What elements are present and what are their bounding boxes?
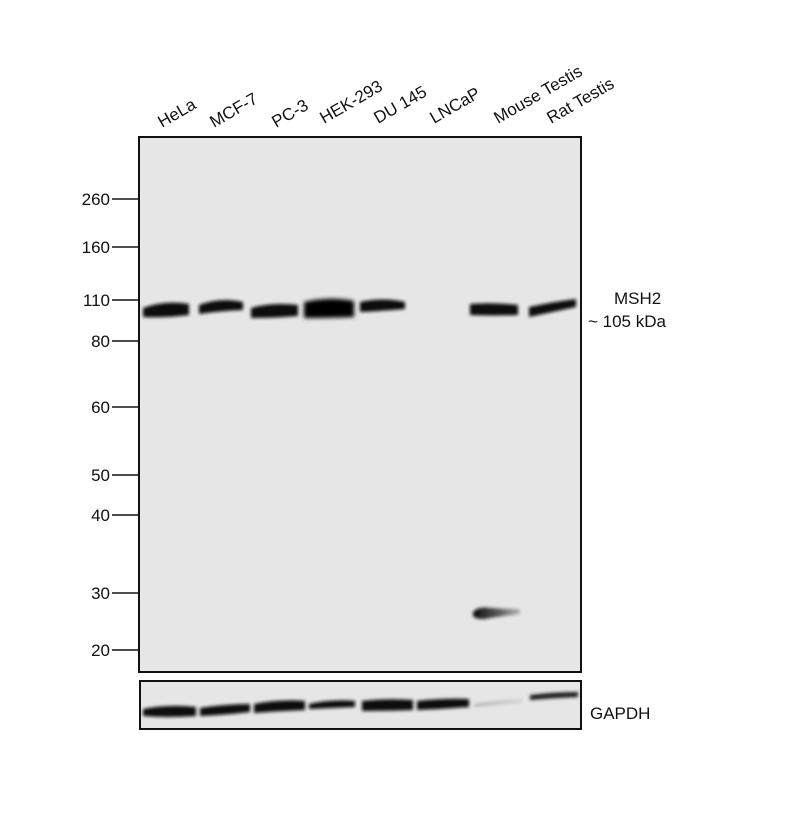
mw-label-260: 260 <box>82 190 110 209</box>
lane-label-mcf7: MCF-7 <box>207 89 261 131</box>
msh2-bands <box>143 298 576 620</box>
msh2-membrane <box>138 136 582 673</box>
msh2-blot-panel: 260 160 110 80 60 50 40 30 20 MSH2 ~ 105… <box>82 136 667 673</box>
msh2-band-rat-testis <box>529 299 576 317</box>
msh2-band-hek293 <box>304 298 354 318</box>
msh2-band-mouse-testis <box>470 303 518 316</box>
gapdh-membrane <box>139 680 582 730</box>
gapdh-bands <box>143 692 578 717</box>
msh2-band-du145 <box>360 299 405 312</box>
gapdh-band-du145 <box>362 699 413 711</box>
mw-markers: 260 160 110 80 60 50 40 30 20 <box>82 190 139 660</box>
mw-label-20: 20 <box>91 641 110 660</box>
target-name-label: MSH2 <box>614 289 661 308</box>
gapdh-band-mouse-testis <box>474 699 522 707</box>
msh2-band-pc3 <box>251 304 298 318</box>
gapdh-blot-panel: GAPDH <box>139 680 650 730</box>
low-mw-band-mouse-testis <box>473 607 520 620</box>
lane-labels: HeLa MCF-7 PC-3 HEK-293 DU 145 LNCaP Mou… <box>155 62 618 132</box>
gapdh-band-lncap <box>417 698 469 710</box>
mw-label-110: 110 <box>83 291 110 310</box>
lane-label-pc3: PC-3 <box>269 96 312 132</box>
msh2-band-mcf7 <box>199 300 243 314</box>
mw-label-30: 30 <box>91 584 110 603</box>
gapdh-band-hek293 <box>309 700 355 709</box>
msh2-band-hela <box>143 302 189 318</box>
target-size-label: ~ 105 kDa <box>588 312 667 331</box>
mw-label-40: 40 <box>91 506 110 525</box>
gapdh-band-pc3 <box>254 700 305 713</box>
loading-control-label: GAPDH <box>590 704 650 723</box>
gapdh-band-hela <box>143 705 196 717</box>
gapdh-band-rat-testis <box>530 692 578 700</box>
lane-label-hela: HeLa <box>155 94 200 131</box>
mw-label-60: 60 <box>91 398 110 417</box>
lane-label-lncap: LNCaP <box>427 84 484 128</box>
mw-label-160: 160 <box>82 238 110 257</box>
mw-label-50: 50 <box>91 466 110 485</box>
mw-label-80: 80 <box>91 332 110 351</box>
gapdh-band-mcf7 <box>200 704 250 716</box>
